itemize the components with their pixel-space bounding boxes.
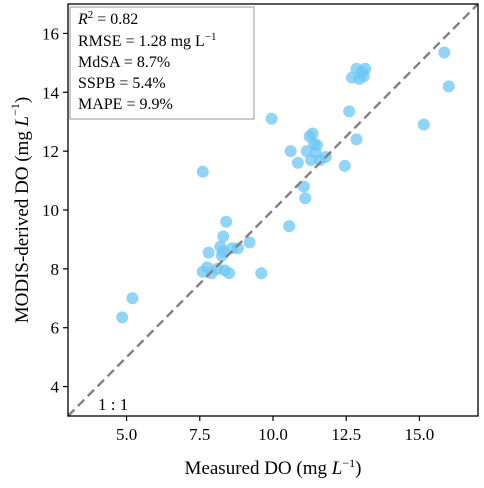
data-point [231,242,244,255]
data-point [223,267,236,280]
y-tick-label: 10 [42,201,59,220]
stats-box: R2 = 0.82 RMSE = 1.28 mg L−1 MdSA = 8.7% SS… [69,6,255,120]
stats-line: SSPB = 5.4% [78,75,166,92]
x-tick-label: 7.5 [189,425,210,444]
data-point [220,215,233,228]
data-point [116,311,129,324]
stats-line: MAPE = 9.9% [78,96,173,113]
y-tick-label: 8 [51,260,60,279]
data-point [442,80,455,93]
data-point [338,159,351,172]
data-point [350,133,363,146]
y-tick-label: 14 [42,83,60,102]
one-to-one-line [67,3,479,417]
data-point [265,112,278,125]
plot-frame [67,3,479,417]
stats-box-frame [69,6,255,120]
data-point [283,220,296,233]
y-tick-label: 4 [51,378,60,397]
one-to-one-label: 1 : 1 [98,395,128,414]
data-point [255,267,268,280]
data-point [309,146,322,159]
stats-lines: R2 = 0.82 RMSE = 1.28 mg L−1 MdSA = 8.7% SS… [77,9,217,113]
data-point [291,156,304,169]
data-point [343,105,356,118]
x-axis-label: Measured DO (mg L−1) [185,456,362,479]
y-tick-label: 12 [42,142,59,161]
data-point [359,62,372,75]
data-point [243,236,256,249]
x-tick-label: 15.0 [405,425,435,444]
x-tick-label: 5.0 [116,425,137,444]
data-point [202,246,215,259]
stats-line: R2 = 0.82 [77,9,138,28]
data-point [306,127,319,140]
y-axis-label: MODIS-derived DO (mg L−1) [8,97,33,324]
data-point [417,118,430,131]
data-point [299,192,312,205]
data-point [126,292,139,305]
data-point [196,165,209,178]
x-tick-label: 10.0 [258,425,288,444]
x-axis-ticks: 5.0 7.5 10.0 12.5 15.0 [116,416,434,444]
data-point [217,230,230,243]
data-point [308,137,320,150]
data-point [284,145,297,158]
x-tick-label: 12.5 [331,425,361,444]
stats-line: MdSA = 8.7% [78,54,170,71]
y-tick-label: 6 [51,319,60,338]
stats-line: RMSE = 1.28 mg L−1 [78,31,217,50]
y-axis-ticks: 4 6 8 10 12 14 16 [42,24,68,397]
data-point [438,46,451,59]
y-tick-label: 16 [42,24,59,43]
